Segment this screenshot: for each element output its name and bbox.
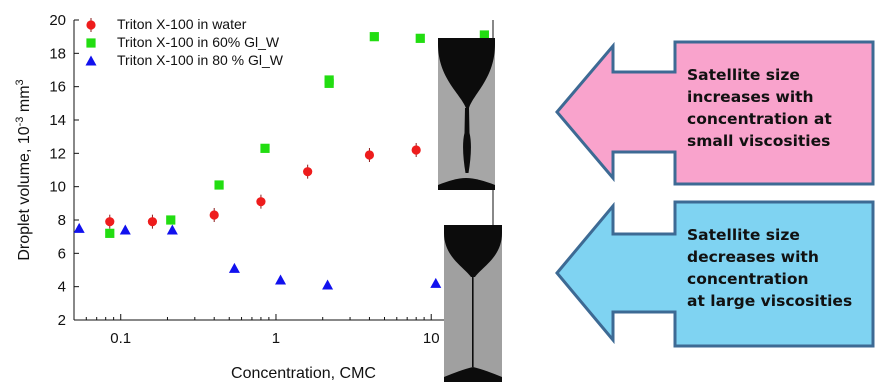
legend-label: Triton X-100 in 60% Gl_W (117, 34, 280, 50)
legend-marker-square (86, 38, 96, 48)
callout-arrow-bottom (555, 200, 875, 348)
y-tick-label: 16 (49, 79, 66, 96)
x-axis-label: Concentration, CMC (231, 365, 376, 382)
callout-top-text: Satellite size increases with concentrat… (687, 66, 832, 150)
y-label-main: Droplet volume, 10 (16, 126, 33, 260)
data-point-square (415, 33, 425, 43)
droplet-photo-bottom (444, 225, 502, 382)
data-point-square (105, 228, 115, 238)
y-tick-label: 10 (49, 179, 66, 196)
legend-marker-triangle (85, 55, 97, 66)
data-point-square (214, 180, 224, 190)
data-point-triangle (275, 274, 287, 285)
y-tick-label: 6 (58, 245, 66, 262)
callout-bottom-text: Satellite size decreases with concentrat… (687, 226, 853, 310)
x-tick-label: 10 (423, 330, 440, 347)
data-point-triangle (228, 262, 240, 273)
droplet-photo-top (438, 38, 495, 190)
data-point-circle (411, 145, 421, 155)
data-point-triangle (430, 277, 442, 288)
y-label-exp: -3 (14, 117, 26, 127)
data-point-circle (209, 210, 219, 220)
data-point-square (479, 30, 489, 40)
data-point-triangle (73, 222, 85, 233)
data-point-triangle (322, 279, 334, 290)
data-point-triangle (166, 224, 178, 235)
y-tick-label: 8 (58, 212, 66, 229)
callout-arrow-bottom-shape (555, 200, 875, 348)
callout-arrow-top-shape (555, 40, 875, 186)
data-point-square (369, 32, 379, 42)
legend-marker-circle (86, 20, 96, 30)
y-tick-label: 2 (58, 312, 66, 329)
y-tick-label: 12 (49, 145, 66, 162)
data-point-triangle (119, 224, 131, 235)
y-axis-label: Droplet volume, 10-3 mm3 (14, 79, 33, 260)
data-point-circle (364, 150, 375, 160)
data-point-square (260, 143, 270, 153)
droplet-pinchoff-image (438, 38, 495, 190)
data-point-circle (147, 217, 158, 227)
data-point-circle (303, 167, 313, 177)
x-tick-label: 1 (272, 330, 280, 347)
legend-label: Triton X-100 in water (117, 16, 247, 32)
y-tick-label: 18 (49, 45, 66, 62)
legend-label: Triton X-100 in 80 % Gl_W (117, 52, 284, 68)
y-label-unit: mm (16, 85, 33, 116)
y-tick-label: 20 (49, 12, 66, 29)
y-tick-label: 4 (58, 279, 66, 296)
droplet-thread-image (444, 225, 502, 382)
y-label-unit-exp: 3 (14, 79, 26, 85)
callout-arrow-top (555, 40, 875, 186)
data-point-circle (105, 217, 115, 227)
x-tick-label: 0.1 (110, 330, 131, 347)
data-point-circle (256, 197, 266, 207)
y-tick-label: 14 (49, 112, 66, 129)
data-point-square (166, 215, 176, 225)
data-point-square (324, 75, 334, 85)
